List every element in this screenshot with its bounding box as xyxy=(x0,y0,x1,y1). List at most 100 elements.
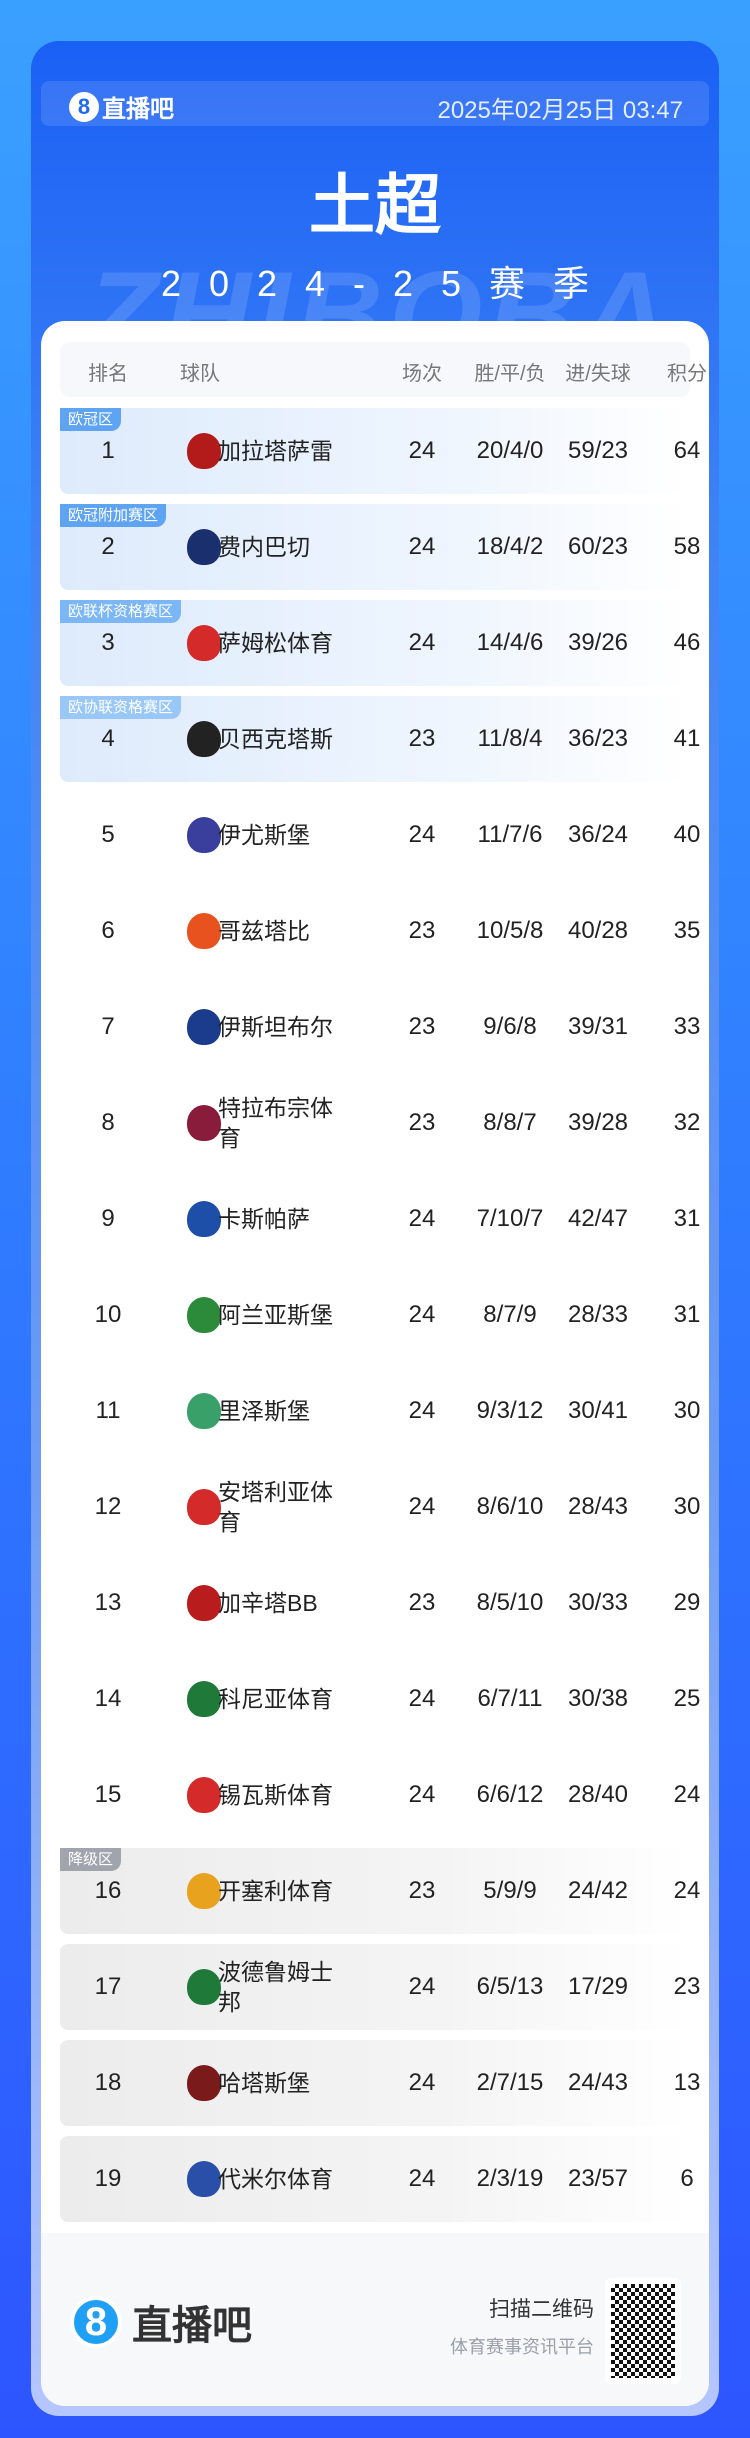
footer: 8 直播吧 扫描二维码 体育赛事资讯平台 xyxy=(41,2233,709,2406)
zone-label: 欧协联资格赛区 xyxy=(60,696,182,719)
team-badge-icon xyxy=(187,1873,221,1909)
goals: 24/43 xyxy=(567,2069,629,2096)
brand-logo: 8 直播吧 xyxy=(69,89,174,124)
team-badge-icon xyxy=(187,2065,221,2101)
goals: 39/26 xyxy=(567,629,629,656)
zone-label: 降级区 xyxy=(60,1848,122,1871)
rank: 3 xyxy=(101,629,115,656)
top-bar: 8 直播吧 2025年02月25日 03:47 xyxy=(41,81,709,126)
table-row[interactable]: 欧冠区 1 加拉塔萨雷 24 20/4/0 59/23 64 xyxy=(60,408,700,494)
team-name: 哥兹塔比 xyxy=(218,918,310,944)
table-row[interactable]: 15 锡瓦斯体育 24 6/6/12 28/40 24 xyxy=(60,1752,700,1838)
team-name: 伊斯坦布尔 xyxy=(218,1014,333,1040)
points: 30 xyxy=(673,1397,701,1424)
goals: 24/42 xyxy=(567,1877,629,1904)
team-badge-icon xyxy=(187,433,221,469)
goals: 60/23 xyxy=(567,533,629,560)
played: 24 xyxy=(408,1205,436,1232)
zone-label: 欧冠附加赛区 xyxy=(60,504,167,527)
wdl: 14/4/6 xyxy=(476,629,544,656)
team-name: 代米尔体育 xyxy=(218,2166,333,2192)
team-name: 里泽斯堡 xyxy=(218,1398,310,1424)
played: 23 xyxy=(408,1589,436,1616)
table-row[interactable]: 5 伊尤斯堡 24 11/7/6 36/24 40 xyxy=(60,792,700,878)
points: 46 xyxy=(673,629,701,656)
played: 24 xyxy=(408,1397,436,1424)
points: 24 xyxy=(673,1877,701,1904)
team-name: 波德鲁姆士邦 xyxy=(218,1959,333,2015)
team-name: 哈塔斯堡 xyxy=(218,2070,310,2096)
played: 23 xyxy=(408,1109,436,1136)
points: 23 xyxy=(673,1973,701,2000)
points: 35 xyxy=(673,917,701,944)
wdl: 11/8/4 xyxy=(477,725,543,752)
table-row[interactable]: 19 代米尔体育 24 2/3/19 23/57 6 xyxy=(60,2136,694,2222)
team-badge-icon xyxy=(187,1393,221,1429)
played: 24 xyxy=(408,533,436,560)
team-badge-icon xyxy=(187,721,221,757)
played: 24 xyxy=(408,1493,436,1520)
rank: 13 xyxy=(94,1589,122,1616)
team-badge-icon xyxy=(187,817,221,853)
team-name: 伊尤斯堡 xyxy=(218,822,310,848)
played: 24 xyxy=(408,821,436,848)
table-row[interactable]: 欧协联资格赛区 4 贝西克塔斯 23 11/8/4 36/23 41 xyxy=(60,696,700,782)
team-badge-icon xyxy=(187,1681,221,1717)
team-name: 加辛塔BB xyxy=(218,1590,318,1616)
table-row[interactable]: 欧联杯资格赛区 3 萨姆松体育 24 14/4/6 39/26 46 xyxy=(60,600,700,686)
table-row[interactable]: 9 卡斯帕萨 24 7/10/7 42/47 31 xyxy=(60,1176,700,1262)
rank: 15 xyxy=(94,1781,122,1808)
table-row[interactable]: 18 哈塔斯堡 24 2/7/15 24/43 13 xyxy=(60,2040,700,2126)
table-row[interactable]: 14 科尼亚体育 24 6/7/11 30/38 25 xyxy=(60,1656,700,1742)
tagline: 体育赛事资讯平台 xyxy=(450,2337,594,2357)
table-row[interactable]: 13 加辛塔BB 23 8/5/10 30/33 29 xyxy=(60,1560,700,1646)
goals: 28/43 xyxy=(567,1493,629,1520)
col-wdl: 胜/平/负 xyxy=(474,363,546,385)
team-badge-icon xyxy=(187,1201,221,1237)
table-row[interactable]: 降级区 16 开塞利体育 23 5/9/9 24/42 24 xyxy=(60,1848,700,1934)
points: 25 xyxy=(673,1685,701,1712)
rank: 1 xyxy=(101,437,115,464)
points: 64 xyxy=(673,437,701,464)
col-team: 球队 xyxy=(180,363,220,385)
played: 24 xyxy=(408,1301,436,1328)
table-row[interactable]: 8 特拉布宗体育 23 8/8/7 39/28 32 xyxy=(60,1080,700,1166)
goals: 39/31 xyxy=(567,1013,629,1040)
table-row[interactable]: 7 伊斯坦布尔 23 9/6/8 39/31 33 xyxy=(60,984,700,1070)
table-row[interactable]: 12 安塔利亚体育 24 8/6/10 28/43 30 xyxy=(60,1464,701,1550)
goals: 42/47 xyxy=(567,1205,629,1232)
wdl: 9/3/12 xyxy=(476,1397,544,1424)
brand-name: 直播吧 xyxy=(102,96,174,123)
table-row[interactable]: 10 阿兰亚斯堡 24 8/7/9 28/33 31 xyxy=(60,1272,700,1358)
points: 31 xyxy=(673,1301,701,1328)
goals: 17/29 xyxy=(567,1973,629,2000)
team-name: 特拉布宗体育 xyxy=(218,1095,333,1151)
points: 31 xyxy=(673,1205,701,1232)
table-row[interactable]: 6 哥兹塔比 23 10/5/8 40/28 35 xyxy=(60,888,700,974)
played: 24 xyxy=(408,1973,436,2000)
rank: 4 xyxy=(101,725,115,752)
wdl: 11/7/6 xyxy=(477,821,543,848)
table-row[interactable]: 11 里泽斯堡 24 9/3/12 30/41 30 xyxy=(60,1368,700,1454)
datetime: 2025年02月25日 03:47 xyxy=(437,97,683,124)
team-name: 费内巴切 xyxy=(218,534,310,560)
wdl: 10/5/8 xyxy=(476,917,544,944)
brand-eight-icon: 8 xyxy=(70,2296,122,2348)
wdl: 2/7/15 xyxy=(476,2069,544,2096)
season-label: 2024-25赛季 xyxy=(160,263,618,304)
table-row[interactable]: 17 波德鲁姆士邦 24 6/5/13 17/29 23 xyxy=(60,1944,700,2030)
goals: 36/23 xyxy=(567,725,629,752)
team-name: 加拉塔萨雷 xyxy=(218,438,333,464)
played: 23 xyxy=(408,1877,436,1904)
zone-label: 欧冠区 xyxy=(60,408,122,431)
rank: 9 xyxy=(101,1205,115,1232)
points: 24 xyxy=(673,1781,701,1808)
goals: 39/28 xyxy=(567,1109,629,1136)
wdl: 5/9/9 xyxy=(483,1877,537,1904)
table-row[interactable]: 欧冠附加赛区 2 费内巴切 24 18/4/2 60/23 58 xyxy=(60,504,700,590)
col-rank: 排名 xyxy=(88,363,128,385)
rank: 10 xyxy=(94,1301,122,1328)
team-name: 安塔利亚体育 xyxy=(218,1479,333,1535)
team-name: 卡斯帕萨 xyxy=(218,1206,310,1232)
qr-code[interactable] xyxy=(605,2278,681,2384)
